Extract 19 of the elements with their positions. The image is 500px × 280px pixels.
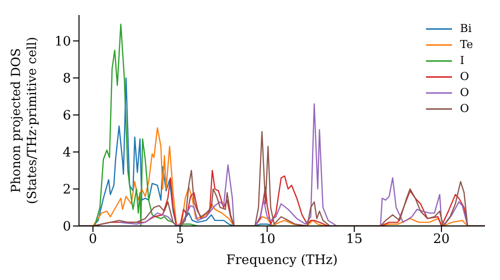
y-tick-label: 0 <box>62 220 71 235</box>
legend-label: O <box>460 101 470 117</box>
y-axis-title: Phonon projected DOS (States/THz·primitive cell) <box>8 36 39 204</box>
x-tick-label: 20 <box>433 232 450 248</box>
x-axis-title: Frequency (THz) <box>226 253 338 268</box>
x-tick-label: 5 <box>176 232 184 248</box>
legend-label: O <box>460 85 470 101</box>
legend-label: Bi <box>460 21 472 37</box>
y-tick-label: 6 <box>62 108 71 124</box>
legend-label: O <box>460 69 470 85</box>
y-tick-label: 10 <box>54 34 71 50</box>
x-tick-label: 15 <box>346 232 363 248</box>
legend-label: Te <box>460 37 473 53</box>
legend-label: I <box>460 53 464 69</box>
y-tick-label: 2 <box>62 182 71 198</box>
y-tick-label: 4 <box>62 146 71 161</box>
x-tick-label: 10 <box>258 232 276 248</box>
x-tick-label: 0 <box>88 232 98 248</box>
y-tick-label: 8 <box>62 72 71 87</box>
